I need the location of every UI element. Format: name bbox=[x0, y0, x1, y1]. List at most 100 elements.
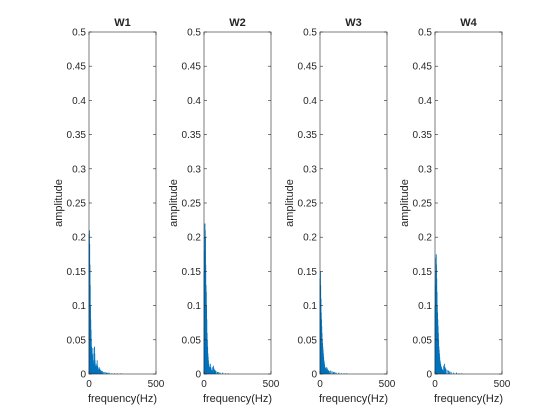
bar bbox=[212, 367, 214, 374]
y-tick-label: 0.4 bbox=[303, 96, 317, 107]
y-tick-label: 0.15 bbox=[182, 267, 202, 278]
bar bbox=[224, 373, 226, 374]
bar bbox=[332, 371, 334, 374]
y-tick-label: 0.1 bbox=[303, 301, 317, 312]
bar bbox=[101, 371, 103, 374]
y-tick-label: 0.45 bbox=[413, 62, 433, 73]
chart-panel-1: 0 0.05 0.1 0.15 0.2 0.25 0.3 0.35 0.4 0.45 0.5 0 500… bbox=[53, 17, 165, 405]
bar-series bbox=[88, 230, 122, 374]
y-tick-label: 0.15 bbox=[67, 267, 87, 278]
bar bbox=[326, 367, 328, 374]
bar bbox=[343, 373, 345, 374]
bar-series bbox=[434, 254, 463, 374]
axes-box bbox=[434, 31, 503, 375]
bar bbox=[116, 373, 118, 374]
bar bbox=[327, 369, 329, 374]
axes-box bbox=[319, 31, 388, 375]
y-tick-label: 0.1 bbox=[72, 301, 86, 312]
bar bbox=[446, 369, 448, 374]
x-axis-label: frequency(Hz) bbox=[88, 393, 157, 405]
y-tick-label: 0 bbox=[195, 370, 201, 381]
bar bbox=[447, 370, 449, 374]
y-tick-label: 0.15 bbox=[298, 267, 318, 278]
y-tick-label: 0.15 bbox=[413, 267, 433, 278]
bar bbox=[346, 373, 348, 374]
y-tick-label: 0.2 bbox=[72, 233, 86, 244]
y-tick-label: 0.25 bbox=[182, 199, 202, 210]
bar bbox=[103, 371, 105, 374]
x-tick-label: 0 bbox=[86, 379, 92, 390]
y-tick-label: 0.5 bbox=[72, 28, 86, 39]
y-axis-label: amplitude bbox=[284, 179, 296, 227]
bar bbox=[98, 367, 100, 374]
bar bbox=[105, 372, 107, 374]
chart-title: W4 bbox=[460, 17, 477, 29]
x-tick-label: 500 bbox=[263, 379, 280, 390]
x-tick-label: 0 bbox=[201, 379, 207, 390]
bar bbox=[326, 368, 328, 374]
y-tick-label: 0.4 bbox=[418, 96, 432, 107]
bar bbox=[334, 371, 336, 374]
y-tick-label: 0.1 bbox=[418, 301, 432, 312]
y-tick-label: 0 bbox=[80, 370, 86, 381]
bar bbox=[108, 372, 110, 374]
y-tick-label: 0.5 bbox=[303, 28, 317, 39]
y-tick-label: 0.3 bbox=[418, 164, 432, 175]
bar bbox=[442, 370, 444, 374]
y-tick-label: 0.25 bbox=[67, 199, 87, 210]
y-tick-label: 0.05 bbox=[298, 335, 318, 346]
x-axis-label: frequency(Hz) bbox=[203, 393, 272, 405]
bar bbox=[219, 372, 221, 374]
x-tick-label: 500 bbox=[148, 379, 165, 390]
bar bbox=[443, 365, 445, 374]
y-tick-label: 0.05 bbox=[413, 335, 433, 346]
x-tick-label: 0 bbox=[317, 379, 323, 390]
y-tick-label: 0.25 bbox=[298, 199, 318, 210]
bar bbox=[453, 372, 455, 374]
bar bbox=[216, 371, 218, 374]
bar bbox=[330, 370, 332, 374]
x-axis-label: frequency(Hz) bbox=[319, 393, 388, 405]
y-tick-label: 0.35 bbox=[298, 130, 318, 141]
y-tick-label: 0.45 bbox=[298, 62, 318, 73]
y-axis-label: amplitude bbox=[168, 179, 180, 227]
y-tick-label: 0.2 bbox=[418, 233, 432, 244]
bar bbox=[450, 371, 452, 374]
y-tick-label: 0.35 bbox=[413, 130, 433, 141]
chart-title: W3 bbox=[345, 17, 362, 29]
y-tick-label: 0.2 bbox=[187, 233, 201, 244]
bar bbox=[227, 373, 229, 374]
y-tick-label: 0.2 bbox=[303, 233, 317, 244]
x-tick-label: 0 bbox=[432, 379, 438, 390]
bar bbox=[328, 371, 330, 374]
chart-title: W2 bbox=[229, 17, 246, 29]
bar bbox=[114, 373, 115, 374]
bar bbox=[99, 369, 101, 374]
bar-series bbox=[203, 223, 229, 374]
bar bbox=[104, 371, 106, 374]
bar bbox=[445, 368, 447, 374]
bar bbox=[101, 371, 103, 374]
bar bbox=[222, 372, 224, 374]
bar bbox=[211, 370, 213, 374]
y-tick-label: 0.5 bbox=[418, 28, 432, 39]
bar bbox=[444, 367, 446, 374]
bar bbox=[212, 365, 214, 374]
y-tick-label: 0.45 bbox=[182, 62, 202, 73]
x-tick-label: 500 bbox=[379, 379, 396, 390]
y-tick-label: 0.05 bbox=[67, 335, 87, 346]
y-tick-label: 0.3 bbox=[72, 164, 86, 175]
y-axis-label: amplitude bbox=[399, 179, 411, 227]
y-tick-label: 0 bbox=[426, 370, 432, 381]
bar bbox=[328, 370, 330, 374]
bar bbox=[340, 373, 342, 374]
bar bbox=[99, 368, 101, 374]
y-tick-label: 0.1 bbox=[187, 301, 201, 312]
y-tick-label: 0.35 bbox=[182, 130, 202, 141]
chart-panel-3: 0 0.05 0.1 0.15 0.2 0.25 0.3 0.35 0.4 0.45 0.5 0 500… bbox=[284, 17, 396, 405]
y-tick-label: 0.4 bbox=[187, 96, 201, 107]
bar bbox=[97, 369, 99, 374]
bar bbox=[215, 371, 217, 374]
chart-panel-2: 0 0.05 0.1 0.15 0.2 0.25 0.3 0.35 0.4 0.45 0.5 0 500… bbox=[168, 17, 280, 405]
